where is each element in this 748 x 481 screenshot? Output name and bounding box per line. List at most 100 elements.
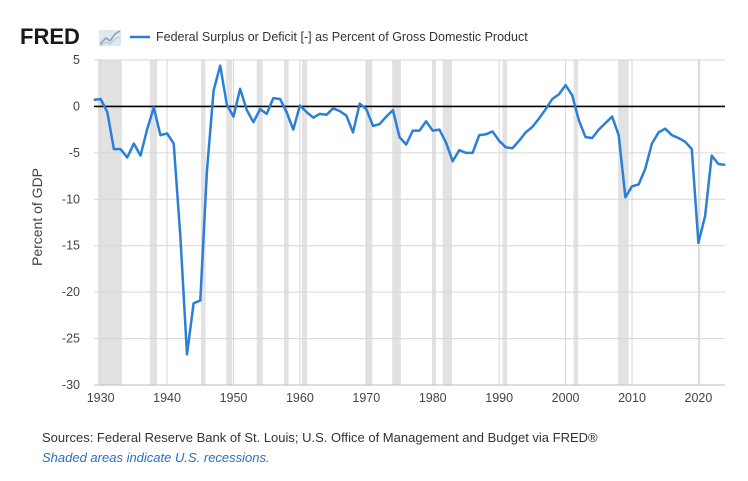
data-point bbox=[418, 129, 421, 132]
data-point bbox=[445, 142, 447, 144]
data-point bbox=[458, 149, 460, 151]
x-tick-label: 1990 bbox=[485, 391, 513, 405]
recession-band bbox=[573, 60, 579, 385]
data-point bbox=[305, 111, 308, 113]
recession-band bbox=[442, 60, 453, 385]
data-point bbox=[173, 142, 175, 145]
data-point bbox=[664, 128, 666, 130]
data-point bbox=[186, 353, 188, 355]
data-point bbox=[139, 155, 142, 157]
recession-band bbox=[226, 60, 233, 385]
data-point bbox=[704, 215, 706, 217]
recession-band bbox=[283, 60, 289, 385]
data-point bbox=[511, 147, 514, 149]
data-point bbox=[531, 126, 533, 128]
data-point bbox=[558, 93, 560, 95]
data-point bbox=[193, 302, 195, 304]
data-point bbox=[392, 109, 394, 111]
legend-label: Federal Surplus or Deficit [-] as Percen… bbox=[156, 30, 528, 44]
data-point bbox=[485, 133, 487, 135]
y-tick-label: 5 bbox=[73, 53, 80, 67]
plot-area[interactable] bbox=[93, 59, 726, 386]
data-point bbox=[206, 170, 208, 173]
data-point bbox=[239, 88, 241, 90]
data-point bbox=[345, 115, 347, 117]
data-point bbox=[199, 299, 201, 302]
data-point bbox=[724, 164, 726, 166]
recession-note: Shaded areas indicate U.S. recessions. bbox=[42, 450, 270, 465]
x-tick-label: 2000 bbox=[552, 391, 580, 405]
recession-band bbox=[618, 60, 629, 385]
data-point bbox=[438, 129, 440, 131]
data-point bbox=[564, 84, 567, 86]
data-point bbox=[717, 163, 719, 165]
data-point bbox=[677, 137, 680, 139]
y-tick-label: -10 bbox=[62, 192, 80, 206]
data-point bbox=[299, 104, 301, 107]
data-point bbox=[538, 117, 540, 120]
y-tick-label: -30 bbox=[62, 378, 80, 392]
y-tick-label: -20 bbox=[62, 285, 80, 299]
data-point bbox=[325, 114, 328, 116]
y-tick-label: 0 bbox=[73, 99, 80, 113]
series-line[interactable] bbox=[93, 64, 726, 356]
chart-footer: Sources: Federal Reserve Bank of St. Lou… bbox=[42, 428, 598, 468]
recession-band bbox=[301, 60, 308, 385]
data-point bbox=[684, 141, 686, 143]
fred-logo[interactable]: FRED bbox=[20, 24, 80, 49]
data-point bbox=[624, 196, 626, 199]
x-tick-label: 1980 bbox=[419, 391, 447, 405]
data-point bbox=[339, 110, 341, 112]
recession-band bbox=[502, 60, 508, 385]
x-tick-label: 1930 bbox=[87, 391, 115, 405]
series-line-layer bbox=[93, 64, 726, 356]
x-tick-label: 2020 bbox=[685, 391, 713, 405]
x-tick-label: 1970 bbox=[352, 391, 380, 405]
data-point bbox=[525, 131, 527, 134]
sources-text: Sources: Federal Reserve Bank of St. Lou… bbox=[42, 430, 598, 445]
data-point bbox=[126, 156, 128, 159]
data-point bbox=[551, 98, 553, 100]
data-point bbox=[697, 242, 700, 244]
data-point bbox=[644, 168, 646, 170]
recession-band bbox=[699, 60, 701, 385]
data-point bbox=[246, 109, 248, 111]
data-point bbox=[491, 130, 494, 133]
data-point bbox=[153, 106, 155, 108]
data-point bbox=[166, 132, 168, 134]
data-point bbox=[631, 185, 633, 187]
data-point bbox=[159, 134, 162, 136]
data-point bbox=[657, 131, 660, 134]
data-point bbox=[671, 134, 673, 136]
recession-band bbox=[392, 60, 401, 385]
y-axis-title: Percent of GDP bbox=[29, 168, 45, 266]
data-point bbox=[119, 148, 122, 150]
legend[interactable]: Federal Surplus or Deficit [-] as Percen… bbox=[130, 30, 528, 44]
data-point bbox=[651, 142, 653, 145]
data-point bbox=[425, 120, 427, 122]
y-tick-label: -25 bbox=[62, 332, 80, 346]
data-point bbox=[432, 129, 434, 132]
data-point bbox=[259, 108, 261, 110]
recession-band bbox=[256, 60, 263, 385]
y-axis-ticks: 5 0 -5 -10 -15 -20 -25 -30 bbox=[62, 53, 80, 392]
recession-band bbox=[149, 60, 158, 385]
x-tick-label: 1960 bbox=[286, 391, 314, 405]
data-point bbox=[571, 94, 573, 96]
data-point bbox=[286, 111, 288, 113]
data-point bbox=[332, 107, 334, 109]
data-point bbox=[93, 99, 95, 101]
x-tick-label: 1940 bbox=[153, 391, 181, 405]
data-point bbox=[691, 148, 693, 150]
data-point bbox=[398, 136, 401, 138]
data-point bbox=[518, 140, 520, 142]
data-point bbox=[604, 122, 607, 124]
recession-band bbox=[365, 60, 373, 385]
data-point bbox=[578, 119, 580, 121]
data-point bbox=[319, 113, 321, 115]
data-point bbox=[292, 129, 294, 131]
data-point bbox=[106, 111, 108, 113]
data-point bbox=[584, 136, 587, 138]
data-point bbox=[226, 103, 228, 106]
